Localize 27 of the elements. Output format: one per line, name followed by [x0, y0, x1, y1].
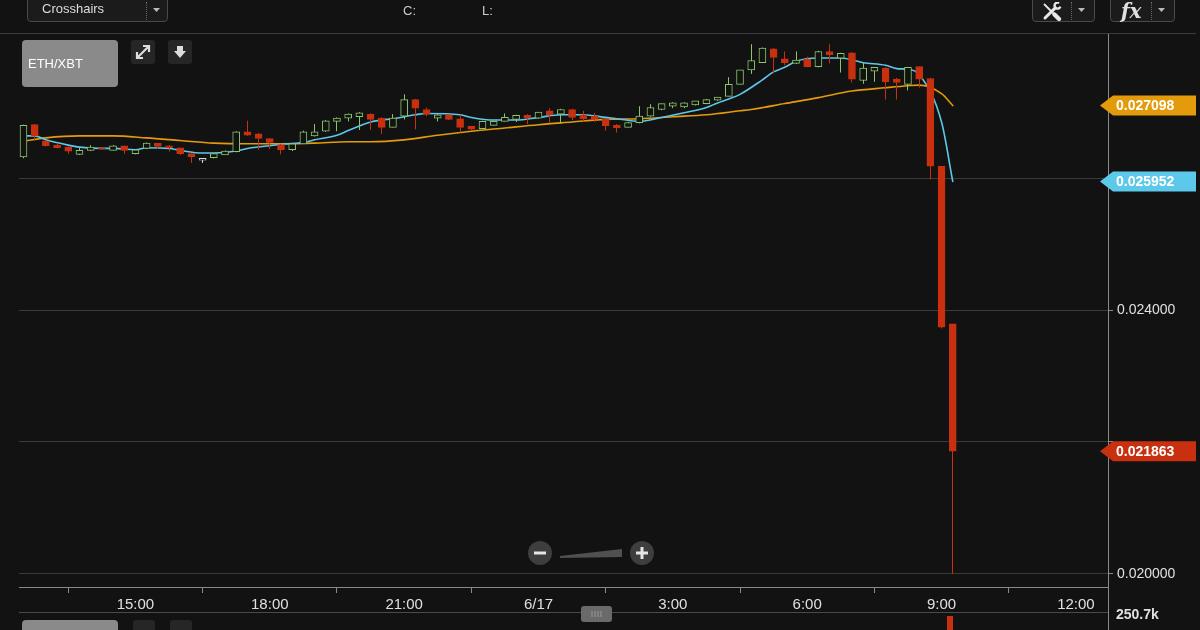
text: 0.027098 [1116, 97, 1175, 114]
candlestick [747, 43, 756, 75]
label-box: ETH/XBT [22, 40, 118, 87]
candlestick [825, 43, 834, 64]
x-tick-label: 21:00 [385, 595, 423, 613]
candlestick [892, 77, 901, 101]
dropdown: Crosshairs [27, 0, 168, 22]
x-tick-label: 18:00 [251, 595, 289, 613]
text: 0.025952 [1116, 173, 1175, 190]
y-tick-label: 0.020000 [1117, 564, 1176, 581]
text: 0.021863 [1116, 443, 1175, 459]
x-tick-label: 9:00 [926, 595, 957, 613]
candlestick [859, 62, 868, 85]
x-tick-label: 3:00 [658, 595, 688, 613]
x-tick-label: 6:00 [792, 595, 822, 613]
candlestick [904, 66, 912, 91]
button: fx [1110, 0, 1175, 22]
text: 250.7k [1116, 606, 1159, 623]
candlestick [411, 98, 420, 130]
text: L: [482, 3, 493, 19]
candlestick [769, 47, 778, 74]
candlestick [400, 93, 408, 120]
x-tick-label: 15:00 [116, 595, 155, 613]
text: C: [403, 3, 416, 19]
x-tick-label: 12:00 [1057, 595, 1095, 613]
y-tick-label: 0.024000 [1117, 300, 1176, 317]
x-tick-label: 6/17 [523, 595, 554, 613]
